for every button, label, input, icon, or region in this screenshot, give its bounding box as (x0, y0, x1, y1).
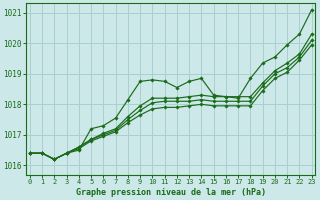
X-axis label: Graphe pression niveau de la mer (hPa): Graphe pression niveau de la mer (hPa) (76, 188, 266, 197)
